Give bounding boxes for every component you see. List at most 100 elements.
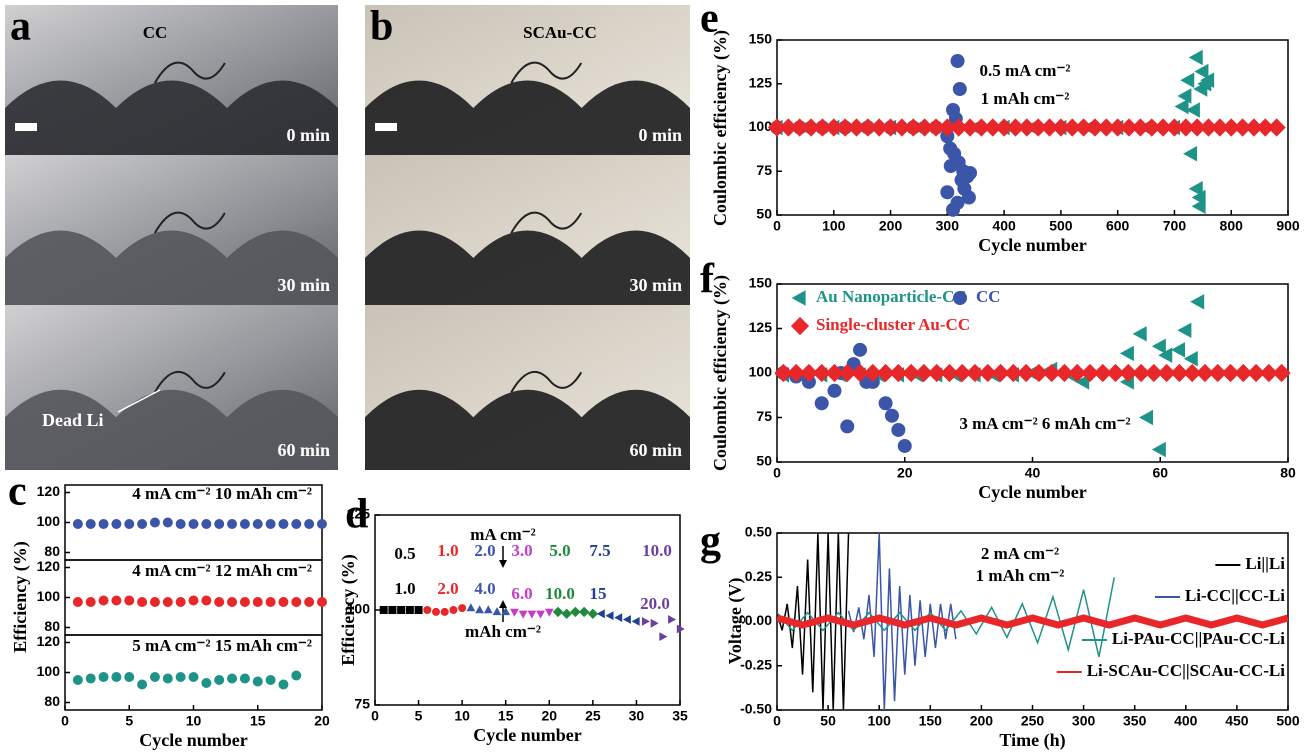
fiber — [510, 61, 583, 84]
legend-label: Li-CC||CC-Li — [1185, 586, 1285, 605]
marker — [631, 617, 640, 626]
marker — [876, 363, 895, 383]
marker — [578, 606, 590, 618]
marker — [111, 519, 122, 529]
image-title: CC — [143, 23, 168, 42]
marker — [1183, 146, 1198, 162]
annotation: 4 mA cm⁻² 10 mAh cm⁻² — [132, 484, 312, 503]
marker — [1188, 49, 1203, 66]
marker — [950, 54, 965, 68]
marker — [518, 610, 528, 619]
marker — [960, 118, 980, 137]
marker — [858, 118, 877, 137]
marker — [124, 595, 135, 606]
marker — [1222, 118, 1241, 137]
marker — [388, 606, 397, 614]
y-tick-label: 120 — [37, 483, 61, 499]
scale-bar — [375, 123, 397, 131]
frame-time: 0 min — [286, 125, 330, 145]
marker — [1199, 118, 1218, 137]
electrode — [5, 389, 338, 470]
y-tick-label: 0.25 — [745, 568, 772, 584]
marker — [227, 673, 238, 684]
x-tick-label: 20 — [897, 465, 913, 481]
marker — [492, 607, 502, 616]
fiber — [153, 61, 226, 84]
marker — [1006, 118, 1025, 137]
arrow-head — [499, 600, 507, 608]
marker — [622, 615, 631, 624]
marker — [799, 363, 819, 383]
x-tick-label: 300 — [1072, 713, 1096, 729]
marker — [1272, 363, 1291, 383]
marker — [552, 606, 564, 618]
plot-area — [777, 533, 1288, 710]
marker — [1194, 63, 1209, 80]
marker — [641, 617, 650, 626]
fiber — [153, 370, 226, 393]
marker — [787, 363, 806, 383]
marker — [440, 607, 449, 616]
marker — [1085, 118, 1105, 137]
marker — [1157, 363, 1176, 383]
marker — [863, 363, 882, 383]
panel-letter: a — [10, 4, 31, 50]
marker — [111, 672, 122, 682]
marker — [1171, 342, 1186, 358]
annotation: 1.0 — [394, 579, 415, 598]
marker — [1017, 363, 1036, 383]
marker — [995, 118, 1014, 137]
marker — [1188, 118, 1207, 137]
annotation: 1 mAh cm⁻² — [981, 89, 1070, 108]
marker — [991, 363, 1010, 383]
x-tick-label: 600 — [1106, 218, 1130, 234]
marker — [1004, 363, 1023, 383]
annotation: mAh cm⁻² — [465, 622, 541, 641]
marker — [188, 672, 199, 682]
marker — [162, 517, 173, 528]
x-tick-label: 30 — [629, 708, 645, 724]
marker — [149, 672, 160, 682]
marker — [953, 363, 972, 383]
frame-time: 30 min — [277, 275, 330, 295]
x-tick-label: 250 — [1021, 713, 1045, 729]
legend-label: CC — [976, 287, 1001, 306]
marker — [965, 363, 985, 383]
marker — [1176, 118, 1195, 137]
marker — [1144, 363, 1163, 383]
marker — [1151, 338, 1166, 354]
y-tick-label: 100 — [749, 118, 773, 134]
marker — [239, 519, 250, 529]
y-tick-label: 80 — [44, 693, 60, 709]
marker — [527, 610, 537, 619]
y-tick-label: -0.50 — [740, 701, 772, 717]
marker — [949, 118, 968, 137]
marker — [1097, 118, 1116, 137]
marker — [1042, 363, 1061, 383]
x-tick-label: 300 — [936, 218, 960, 234]
marker — [891, 422, 906, 437]
x-tick-label: 20 — [541, 708, 557, 724]
marker — [201, 678, 212, 688]
x-tick-label: 60 — [1152, 465, 1168, 481]
marker — [124, 519, 135, 529]
marker — [449, 606, 458, 614]
marker — [1208, 363, 1227, 383]
marker — [676, 624, 685, 634]
marker — [1093, 363, 1112, 383]
marker — [98, 672, 109, 682]
marker — [902, 363, 921, 383]
marker — [914, 363, 934, 383]
marker — [927, 363, 946, 383]
y-tick-label: 150 — [749, 31, 773, 47]
legend-label: Li||Li — [1245, 554, 1285, 573]
marker — [1108, 118, 1127, 137]
marker — [614, 613, 623, 622]
annotation: 0.5 mA cm⁻² — [979, 61, 1070, 80]
marker — [1040, 118, 1059, 137]
marker — [1183, 363, 1202, 383]
marker — [892, 118, 912, 137]
y-tick-label: 75 — [756, 162, 772, 178]
annotation: Dead Li — [42, 410, 104, 430]
marker — [227, 519, 238, 529]
